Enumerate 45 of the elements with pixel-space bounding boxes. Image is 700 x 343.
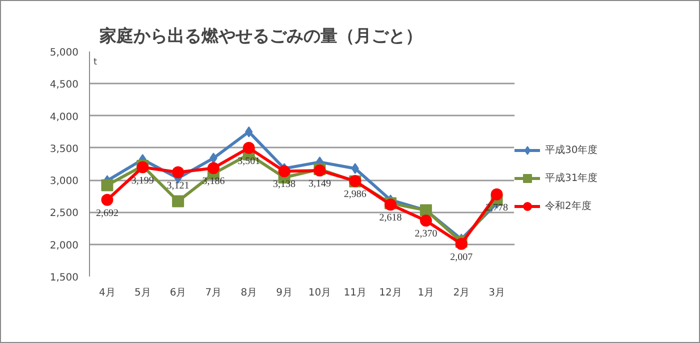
x-tick-label: 10月	[308, 288, 332, 298]
point	[420, 204, 432, 216]
point	[420, 214, 432, 227]
legend-label: 平成31年度	[545, 172, 598, 185]
y-axis-title: t	[94, 58, 98, 68]
x-tick-label: 6月	[170, 288, 186, 298]
data-label: 2,618	[379, 212, 402, 224]
y-tick-label: 4,500	[50, 80, 79, 91]
x-tick-label: 4月	[99, 288, 116, 298]
x-tick-label: 5月	[134, 288, 151, 298]
y-tick-label: 5,000	[50, 48, 79, 58]
point	[101, 194, 114, 206]
x-tick-label: 11月	[344, 288, 366, 298]
point	[172, 195, 184, 208]
point	[101, 179, 114, 192]
point	[351, 163, 359, 174]
x-tick-label: 8月	[240, 288, 258, 298]
point	[172, 166, 184, 178]
data-label: 3,138	[273, 179, 296, 190]
x-tick-label: 7月	[205, 288, 222, 298]
data-label: 2,007	[450, 252, 473, 263]
point	[278, 165, 290, 178]
legend-label: 令和2年度	[545, 200, 592, 213]
x-tick-label: 12月	[379, 288, 402, 298]
data-label: 3,199	[131, 175, 154, 186]
data-label: 2,692	[96, 208, 118, 219]
y-tick-label: 4,000	[50, 112, 79, 123]
chart-title: 家庭から出る燃やせるごみの量（月ごと）	[98, 26, 422, 46]
point	[207, 162, 220, 174]
data-label: 3,121	[166, 180, 190, 192]
data-label: 3,149	[308, 178, 331, 190]
y-tick-label: 1,500	[50, 272, 79, 284]
y-tick-label: 2,000	[50, 240, 79, 252]
data-label: 2,370	[414, 228, 438, 240]
x-tick-label: 3月	[488, 288, 505, 298]
y-tick-label: 3,500	[50, 144, 79, 155]
legend-label: 平成30年度	[545, 144, 598, 157]
x-tick-label: 2月	[453, 288, 470, 298]
y-tick-label: 2,500	[50, 208, 79, 220]
data-label: 2,986	[344, 188, 366, 200]
x-tick-label: 1月	[418, 288, 434, 298]
point	[242, 142, 255, 154]
point	[490, 188, 503, 200]
x-tick-label: 9月	[276, 288, 292, 298]
y-tick-label: 3,000	[50, 176, 79, 188]
